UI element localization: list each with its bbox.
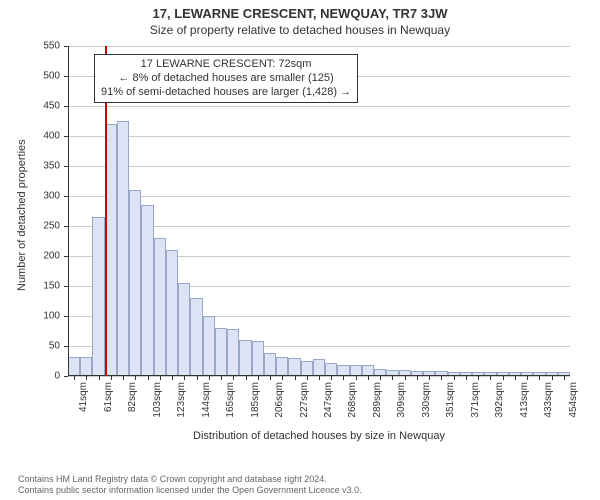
x-tick-mark (392, 376, 393, 380)
x-tick-label: 103sqm (152, 382, 163, 418)
x-tick-label: 392sqm (494, 382, 505, 418)
y-tick-label: 50 (0, 341, 60, 352)
info-line-3: 91% of semi-detached houses are larger (… (101, 86, 351, 100)
y-tick-label: 550 (0, 41, 60, 52)
x-tick-mark (466, 376, 467, 380)
x-tick-label: 82sqm (127, 382, 138, 412)
y-tick-label: 450 (0, 101, 60, 112)
x-tick-mark (515, 376, 516, 380)
page-title: 17, LEWARNE CRESCENT, NEWQUAY, TR7 3JW (0, 0, 600, 21)
y-tick-label: 300 (0, 191, 60, 202)
x-tick-mark (368, 376, 369, 380)
attribution-line-1: Contains HM Land Registry data © Crown c… (18, 474, 362, 485)
y-tick-mark (64, 346, 68, 347)
x-tick-mark (233, 376, 234, 380)
info-line-2: ← 8% of detached houses are smaller (125… (101, 72, 351, 86)
y-tick-label: 400 (0, 131, 60, 142)
x-tick-label: 61sqm (103, 382, 114, 412)
x-tick-mark (270, 376, 271, 380)
x-tick-mark (490, 376, 491, 380)
x-tick-mark (295, 376, 296, 380)
x-tick-label: 206sqm (274, 382, 285, 418)
x-tick-mark (258, 376, 259, 380)
x-tick-mark (380, 376, 381, 380)
page-subtitle: Size of property relative to detached ho… (0, 21, 600, 39)
x-tick-mark (564, 376, 565, 380)
y-tick-label: 100 (0, 311, 60, 322)
x-tick-mark (99, 376, 100, 380)
x-tick-mark (172, 376, 173, 380)
x-tick-mark (331, 376, 332, 380)
x-tick-mark (184, 376, 185, 380)
attribution: Contains HM Land Registry data © Crown c… (18, 474, 362, 496)
x-tick-label: 454sqm (568, 382, 579, 418)
y-tick-mark (64, 46, 68, 47)
x-tick-label: 309sqm (396, 382, 407, 418)
x-tick-mark (135, 376, 136, 380)
x-tick-mark (111, 376, 112, 380)
x-tick-mark (343, 376, 344, 380)
x-tick-mark (197, 376, 198, 380)
y-tick-label: 150 (0, 281, 60, 292)
x-tick-label: 247sqm (323, 382, 334, 418)
x-axis-label: Distribution of detached houses by size … (68, 430, 570, 442)
x-tick-label: 165sqm (225, 382, 236, 418)
x-tick-label: 185sqm (250, 382, 261, 418)
x-tick-mark (74, 376, 75, 380)
y-tick-label: 200 (0, 251, 60, 262)
chart-container: 17, LEWARNE CRESCENT, NEWQUAY, TR7 3JW S… (0, 0, 600, 500)
x-tick-mark (209, 376, 210, 380)
x-tick-label: 289sqm (372, 382, 383, 418)
y-tick-mark (64, 226, 68, 227)
y-tick-mark (64, 256, 68, 257)
y-tick-mark (64, 76, 68, 77)
x-tick-mark (417, 376, 418, 380)
x-tick-mark (405, 376, 406, 380)
x-tick-mark (552, 376, 553, 380)
x-tick-mark (478, 376, 479, 380)
x-tick-label: 413sqm (519, 382, 530, 418)
x-tick-label: 227sqm (299, 382, 310, 418)
x-tick-mark (86, 376, 87, 380)
y-tick-mark (64, 106, 68, 107)
x-tick-label: 41sqm (78, 382, 89, 412)
x-tick-mark (282, 376, 283, 380)
x-tick-label: 351sqm (445, 382, 456, 418)
info-box: 17 LEWARNE CRESCENT: 72sqm ← 8% of detac… (94, 54, 358, 103)
y-tick-label: 0 (0, 371, 60, 382)
x-tick-label: 330sqm (421, 382, 432, 418)
x-tick-label: 144sqm (201, 382, 212, 418)
y-tick-label: 500 (0, 71, 60, 82)
y-tick-label: 350 (0, 161, 60, 172)
y-tick-label: 250 (0, 221, 60, 232)
x-tick-label: 268sqm (347, 382, 358, 418)
x-tick-mark (454, 376, 455, 380)
x-tick-label: 123sqm (176, 382, 187, 418)
x-tick-mark (527, 376, 528, 380)
x-tick-mark (356, 376, 357, 380)
x-tick-label: 371sqm (470, 382, 481, 418)
x-tick-mark (123, 376, 124, 380)
y-tick-mark (64, 316, 68, 317)
x-tick-mark (221, 376, 222, 380)
info-line-1: 17 LEWARNE CRESCENT: 72sqm (101, 58, 351, 72)
x-tick-mark (503, 376, 504, 380)
x-tick-mark (429, 376, 430, 380)
x-tick-mark (441, 376, 442, 380)
y-tick-mark (64, 136, 68, 137)
attribution-line-2: Contains public sector information licen… (18, 485, 362, 496)
y-tick-mark (64, 376, 68, 377)
y-tick-mark (64, 166, 68, 167)
x-tick-mark (307, 376, 308, 380)
x-tick-mark (160, 376, 161, 380)
x-tick-label: 433sqm (543, 382, 554, 418)
x-tick-mark (539, 376, 540, 380)
y-tick-mark (64, 286, 68, 287)
y-tick-mark (64, 196, 68, 197)
x-tick-mark (319, 376, 320, 380)
x-tick-mark (148, 376, 149, 380)
x-tick-mark (246, 376, 247, 380)
